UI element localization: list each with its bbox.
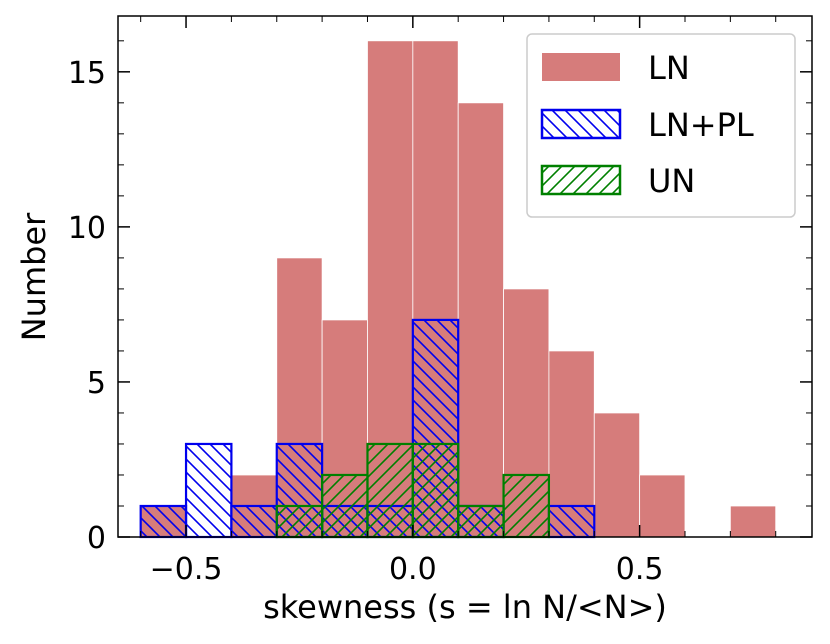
- x-tick-label: 0.5: [616, 552, 664, 587]
- bar-ln-pl-bin-2: [230, 504, 278, 539]
- bar-un-bin-4: [321, 473, 369, 539]
- bar-ln-pl-bin-9: [547, 504, 596, 539]
- bar-un-bin-5: [366, 442, 414, 539]
- x-tick-label: −0.5: [150, 552, 223, 587]
- legend-swatch-ln-pl: [540, 108, 622, 140]
- y-tick-label: 0: [87, 521, 106, 556]
- x-tick-label: 0.0: [389, 552, 437, 587]
- legend-swatch-un: [540, 164, 622, 196]
- y-axis-title: Number: [15, 212, 53, 341]
- y-tick-label: 10: [68, 211, 106, 246]
- axis-tick-labels: −0.5 0.0 0.5 0 5 10 15: [68, 56, 664, 587]
- axis-ticks: [118, 16, 812, 538]
- bar-un-bin-7: [457, 504, 505, 539]
- bar-ln-pl-bin-1: [184, 442, 233, 539]
- bar-ln-pl-bin-0: [139, 504, 188, 539]
- x-axis-title: skewness (s = ln N/<N>): [263, 588, 667, 626]
- y-tick-label: 15: [68, 56, 106, 91]
- legend-label-ln-pl: LN+PL: [648, 106, 754, 144]
- bar-ln-bin-11: [639, 474, 686, 538]
- legend-label-ln: LN: [648, 49, 690, 87]
- legend-label-un: UN: [648, 162, 695, 200]
- bar-un-bin-3: [275, 504, 324, 539]
- y-tick-label: 5: [87, 366, 106, 401]
- bar-ln-bin-10: [593, 412, 641, 538]
- bar-un-bin-6: [411, 442, 460, 539]
- bar-ln-bin-7: [457, 102, 504, 538]
- legend-swatch-ln: [542, 53, 620, 81]
- plot-frame: [117, 15, 813, 538]
- series-un-bars: [275, 442, 551, 539]
- legend: LN LN+PL UN: [526, 33, 796, 218]
- bar-un-bin-8: [502, 473, 551, 539]
- bar-ln-bin-13: [729, 505, 777, 538]
